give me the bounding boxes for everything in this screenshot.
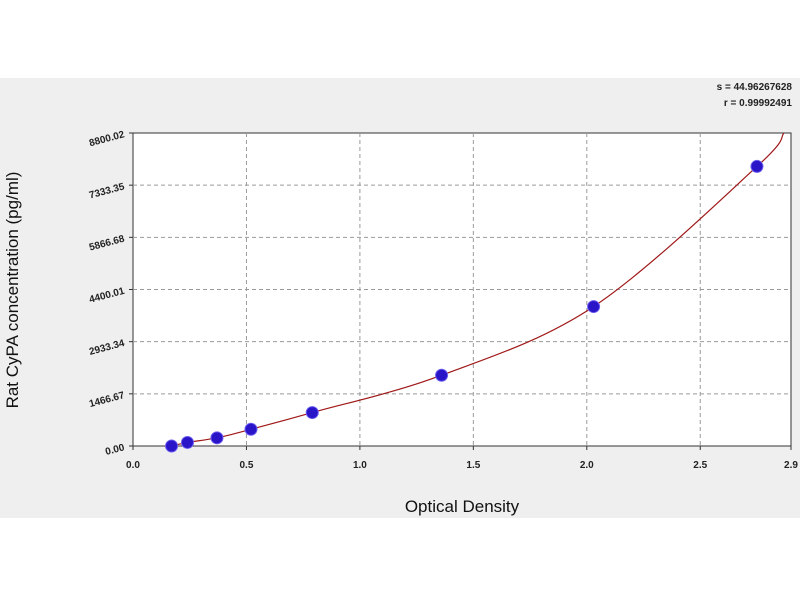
y-axis-title: Rat CyPA concentration (pg/ml) [3, 172, 22, 409]
data-point [435, 368, 449, 382]
x-axis-ticks: 0.0 0.5 1.0 1.5 2.0 2.5 2.9 [126, 446, 798, 471]
x-tick-label: 0.0 [126, 460, 140, 471]
fit-statistics: s = 44.96267628 r = 0.99992491 [717, 80, 792, 112]
x-tick-label: 1.0 [353, 460, 367, 471]
x-tick-label: 2.5 [693, 460, 707, 471]
y-tick-label: 7333.35 [88, 181, 126, 201]
data-point [587, 300, 601, 314]
y-tick-label: 5866.68 [88, 233, 126, 253]
fit-s-value: s = 44.96267628 [716, 82, 792, 93]
y-tick-label: 2933.34 [88, 338, 126, 358]
grid-lines [133, 133, 791, 446]
y-tick-label: 8800.02 [88, 129, 126, 149]
data-points [165, 159, 764, 453]
x-axis-title: Optical Density [405, 497, 520, 516]
x-tick-label: 2.9 [784, 460, 798, 471]
fit-r-value: r = 0.99992491 [723, 98, 792, 109]
y-axis-ticks: 0.00 1466.67 2933.34 4400.01 5866.68 7333.35 8… [88, 129, 133, 458]
x-tick-label: 1.5 [466, 460, 480, 471]
data-point [210, 431, 224, 445]
x-tick-label: 0.5 [239, 460, 253, 471]
data-point [750, 159, 764, 173]
y-tick-label: 0.00 [104, 442, 126, 458]
data-point [180, 435, 194, 449]
y-tick-label: 4400.01 [88, 286, 126, 306]
data-point [165, 439, 179, 453]
data-point [244, 422, 258, 436]
x-tick-label: 2.0 [580, 460, 594, 471]
y-tick-label: 1466.67 [88, 390, 126, 410]
data-point [305, 406, 319, 420]
